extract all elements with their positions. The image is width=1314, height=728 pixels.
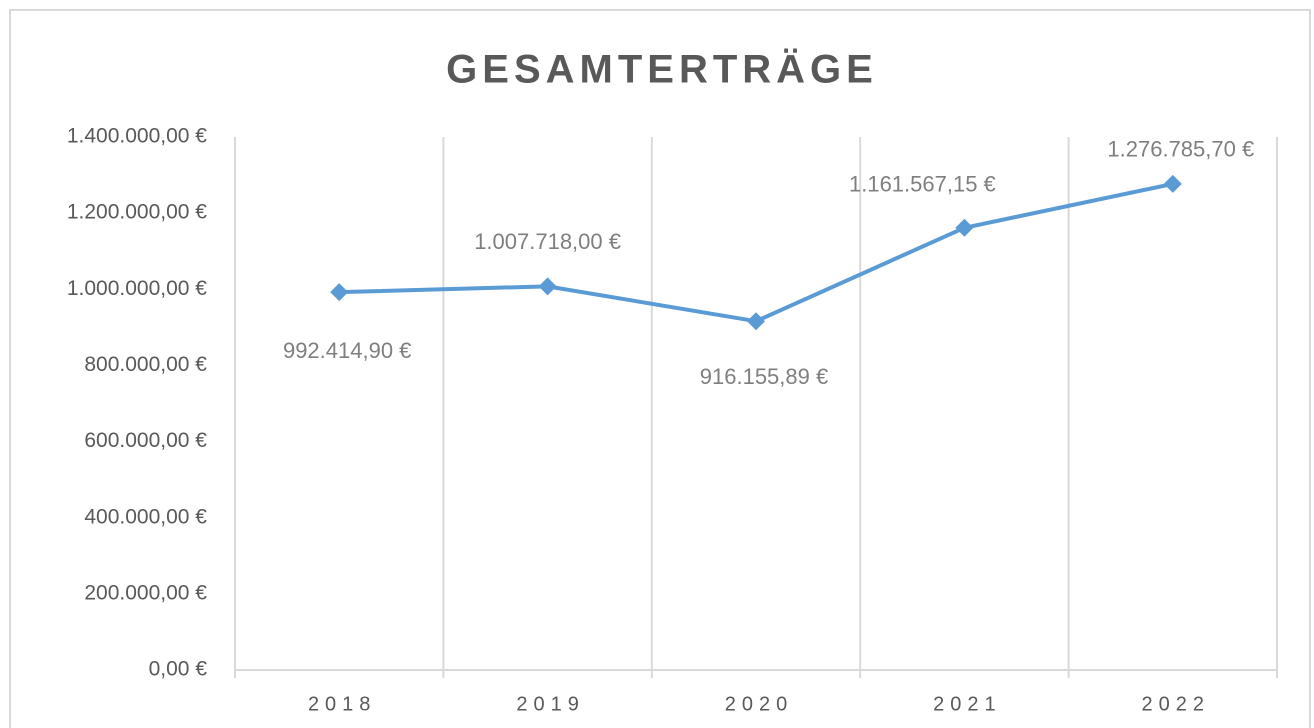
chart-title: GESAMTERTRÄGE (446, 48, 878, 92)
data-point (330, 283, 349, 302)
y-tick-label: 600.000,00 € (84, 429, 207, 452)
data-point (955, 218, 974, 237)
data-point (1163, 174, 1182, 193)
data-point (538, 277, 557, 296)
y-tick-label: 1.200.000,00 € (67, 201, 207, 224)
data-label: 1.161.567,15 € (849, 172, 996, 197)
data-label: 1.276.785,70 € (1107, 137, 1254, 162)
y-tick-label: 200.000,00 € (84, 581, 207, 604)
data-label: 916.155,89 € (700, 364, 828, 389)
x-tick-label: 2020 (725, 693, 794, 715)
data-label: 992.414,90 € (283, 338, 411, 363)
x-tick-label: 2021 (933, 693, 1002, 715)
x-tick-label: 2019 (516, 693, 585, 715)
y-tick-label: 400.000,00 € (84, 505, 207, 528)
x-tick-label: 2018 (308, 693, 377, 715)
y-tick-label: 1.400.000,00 € (67, 125, 207, 148)
chart-border (9, 9, 1311, 728)
y-tick-label: 800.000,00 € (84, 353, 207, 376)
x-tick-label: 2022 (1142, 693, 1211, 715)
data-point (747, 312, 765, 331)
data-label: 1.007.718,00 € (474, 229, 621, 254)
y-tick-label: 1.000.000,00 € (67, 277, 207, 300)
y-tick-label: 0,00 € (149, 658, 208, 681)
